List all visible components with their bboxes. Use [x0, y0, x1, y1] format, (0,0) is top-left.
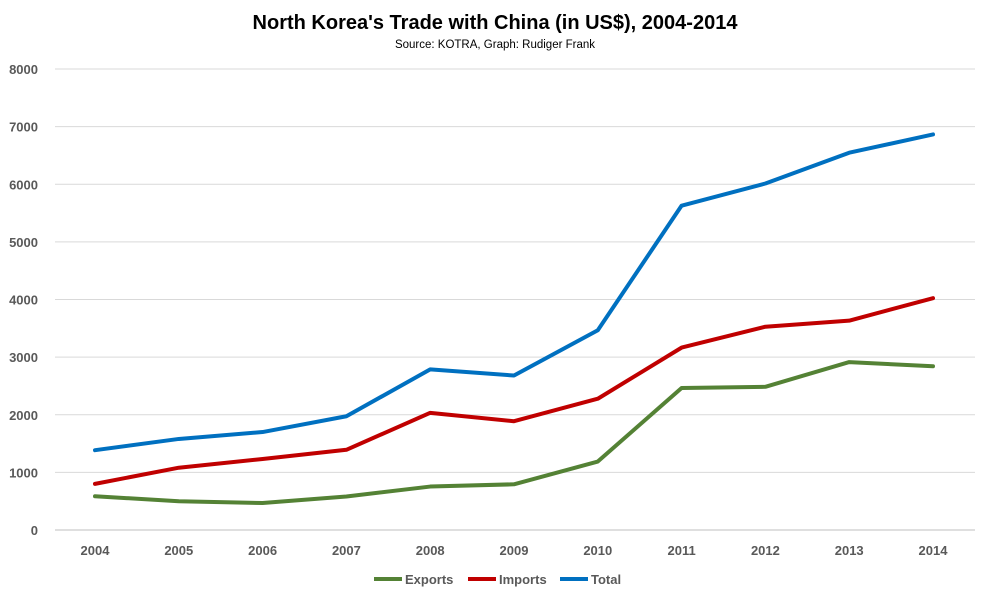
x-tick-label: 2004 [81, 543, 111, 558]
legend-label-exports: Exports [405, 572, 453, 587]
x-tick-label: 2007 [332, 543, 361, 558]
x-tick-label: 2013 [835, 543, 864, 558]
x-tick-label: 2005 [164, 543, 193, 558]
y-tick-label: 0 [31, 523, 38, 538]
y-tick-label: 8000 [9, 62, 38, 77]
y-tick-label: 3000 [9, 350, 38, 365]
x-axis: 2004 2005 2006 2007 2008 2009 2010 2011 2012 2013… [81, 543, 949, 558]
x-tick-label: 2006 [248, 543, 277, 558]
y-tick-label: 1000 [9, 465, 38, 480]
series-line-imports [95, 298, 933, 484]
y-tick-label: 5000 [9, 235, 38, 250]
gridlines [55, 69, 975, 530]
x-tick-label: 2008 [416, 543, 445, 558]
series-line-total [95, 134, 933, 450]
series-lines [95, 134, 933, 503]
y-axis: 0 1000 2000 3000 4000 5000 6000 7000 8000 [9, 62, 38, 538]
chart-title: North Korea's Trade with China (in US$),… [253, 12, 739, 34]
x-tick-label: 2009 [500, 543, 529, 558]
x-tick-label: 2011 [667, 543, 695, 558]
x-tick-label: 2010 [583, 543, 612, 558]
legend-label-imports: Imports [499, 572, 547, 587]
legend-label-total: Total [591, 572, 621, 587]
legend: Exports Imports Total [374, 572, 621, 587]
x-tick-label: 2012 [751, 543, 780, 558]
x-tick-label: 2014 [919, 543, 949, 558]
y-tick-label: 6000 [9, 177, 38, 192]
y-tick-label: 4000 [9, 293, 38, 308]
series-line-exports [95, 362, 933, 503]
chart-subtitle: Source: KOTRA, Graph: Rudiger Frank [395, 39, 595, 51]
y-tick-label: 2000 [9, 408, 38, 423]
y-tick-label: 7000 [9, 120, 38, 135]
